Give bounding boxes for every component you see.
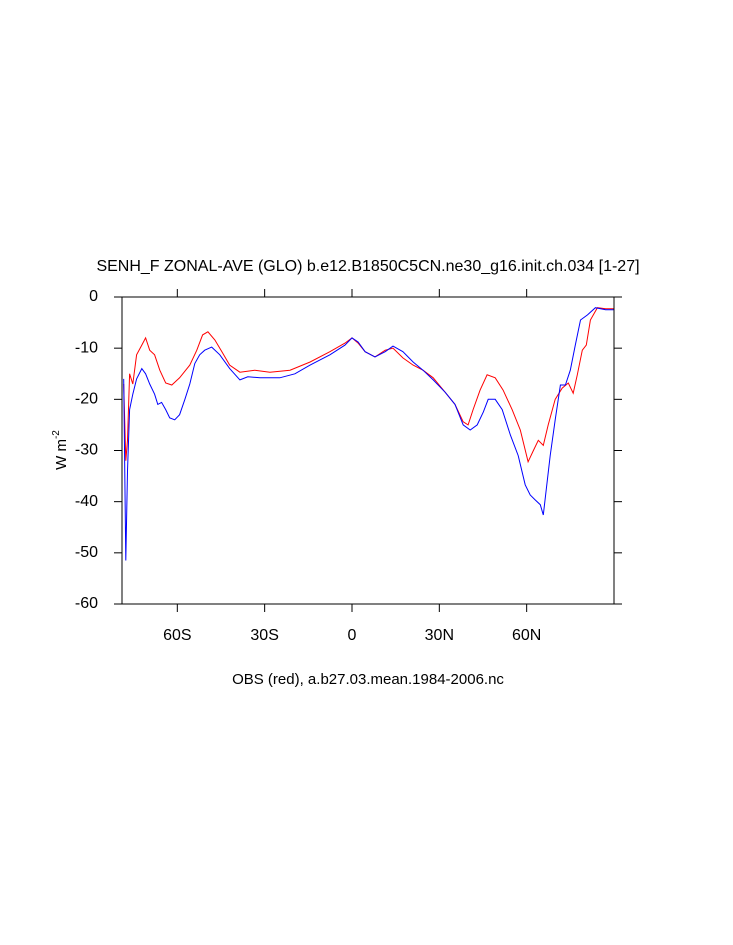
plot-frame xyxy=(121,296,615,605)
y-axis-label: W m-2 xyxy=(51,430,70,470)
x-tick-label: 30N xyxy=(425,627,454,644)
data-line xyxy=(123,307,614,561)
y-tick-label: -40 xyxy=(75,493,98,510)
y-tick-label: -30 xyxy=(75,442,98,459)
x-tick-label: 60N xyxy=(512,627,541,644)
y-axis-label-superscript: -2 xyxy=(51,430,62,439)
y-tick-label: 0 xyxy=(89,288,98,305)
data-line xyxy=(123,307,614,464)
y-tick-label: -20 xyxy=(75,391,98,408)
x-tick-label: 0 xyxy=(348,627,357,644)
x-tick-label: 60S xyxy=(163,627,191,644)
chart-title: SENH_F ZONAL-AVE (GLO) b.e12.B1850C5CN.n… xyxy=(96,258,639,275)
y-axis-label-text: W m xyxy=(53,439,70,470)
x-tick-label: 30S xyxy=(250,627,278,644)
x-axis-label: OBS (red), a.b27.03.mean.1984-2006.nc xyxy=(232,671,504,688)
y-tick-label: -10 xyxy=(75,339,98,356)
y-tick-label: -50 xyxy=(75,544,98,561)
y-tick-label: -60 xyxy=(75,595,98,612)
